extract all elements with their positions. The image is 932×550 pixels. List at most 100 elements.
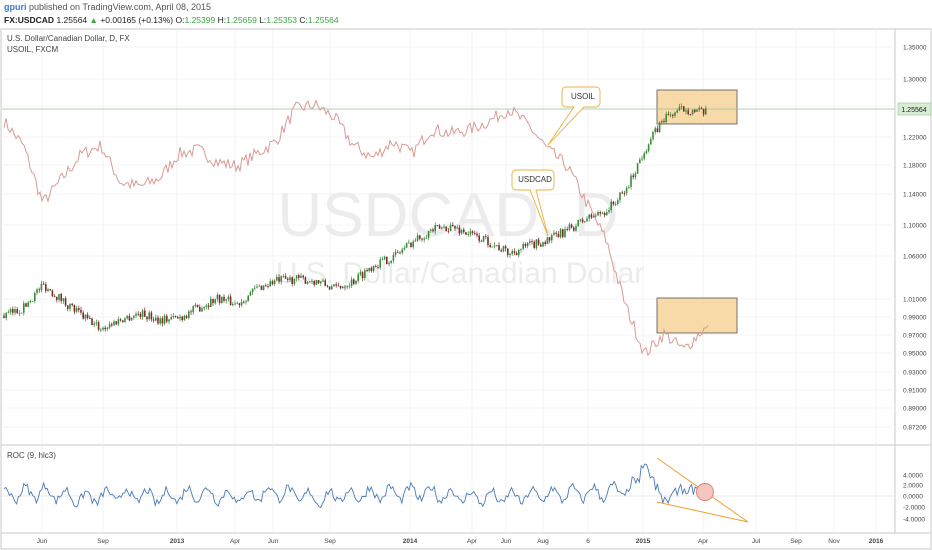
roc-tick-label: -4.0000: [903, 517, 925, 524]
usdcad-candle-body: [67, 305, 69, 309]
usdcad-candle-body: [150, 312, 153, 320]
publisher-name[interactable]: gpuri: [4, 2, 27, 12]
usdcad-candle-body: [685, 110, 687, 112]
chart-frame: [0, 28, 932, 550]
main-pane-title: U.S. Dollar/Canadian Dollar, D, FX: [7, 34, 130, 43]
usdcad-candle-body: [465, 232, 467, 235]
quote-line: FX:USDCAD 1.25564 ▲ +0.00165 (+0.13%) O:…: [4, 15, 339, 25]
usdcad-candle-body: [476, 233, 478, 236]
usdcad-candle-body: [122, 320, 124, 323]
usdcad-candle-body: [159, 318, 161, 324]
usdcad-candle-body: [540, 244, 542, 247]
usdcad-candle-body: [502, 246, 505, 252]
usdcad-candle-body: [31, 300, 34, 302]
usdcad-candle-body: [254, 287, 256, 289]
usdcad-candle-body: [78, 308, 80, 310]
price-tick-label: 1.14000: [903, 192, 927, 199]
usdcad-candle-body: [379, 259, 381, 268]
usdcad-candle-body: [172, 316, 175, 318]
usdcad-candle-body: [267, 286, 269, 287]
usdcad-candle-body: [628, 186, 630, 188]
time-tick-label: Nov: [828, 538, 840, 545]
price-tick-label: 1.10000: [903, 223, 927, 230]
price-tick-label: 0.95000: [903, 351, 927, 358]
usdcad-callout[interactable]: USDCAD: [511, 169, 555, 237]
usdcad-candle-body: [678, 106, 681, 111]
time-tick-label: Jun: [501, 538, 512, 545]
usdcad-candle-body: [493, 245, 496, 247]
usdcad-candle-body: [247, 295, 249, 302]
roc-pane-title: ROC (9, hlc3): [7, 451, 56, 460]
chart-canvas[interactable]: USDCAD, D U.S. Dollar/Canadian Dollar U.…: [0, 28, 932, 550]
roc-axis[interactable]: 4.0000 2.0000 0.0000 -2.0000 -4.0000: [903, 473, 925, 524]
usdcad-candle-body: [405, 242, 408, 248]
usdcad-candle-body: [680, 106, 683, 108]
usdcad-candle-body: [258, 285, 260, 287]
usdcad-candle-body: [542, 242, 544, 247]
usdcad-candle-body: [218, 294, 221, 303]
usdcad-candle-body: [432, 229, 434, 232]
usdcad-candle-body: [196, 304, 199, 307]
watermark-name: U.S. Dollar/Canadian Dollar: [276, 257, 645, 290]
usdcad-candle-body: [414, 240, 417, 242]
usdcad-candle-body: [355, 280, 357, 284]
gridlines: [2, 30, 895, 533]
usdcad-candle-body: [647, 144, 650, 151]
low-value: 1.25353: [266, 15, 298, 25]
usdcad-candle-body: [91, 318, 93, 326]
usdcad-candle-body: [458, 227, 461, 234]
usdcad-candle-body: [249, 292, 252, 296]
usoil-range-box[interactable]: [656, 297, 738, 334]
usdcad-candle-body: [161, 318, 164, 324]
usdcad-candle-body: [386, 256, 388, 265]
usdcad-candle-body: [25, 303, 27, 307]
time-axis[interactable]: Jun Sep 2013 Apr Jun Sep 2014 Apr Jun Aug 6 2015 Apr…: [37, 538, 884, 545]
usdcad-candle-body: [34, 293, 36, 301]
usdcad-candle-body: [49, 289, 51, 291]
usdcad-candle-body: [291, 277, 293, 284]
usdcad-candle-body: [359, 272, 362, 275]
usdcad-candle-body: [80, 309, 82, 313]
usdcad-candle-body: [16, 309, 18, 314]
usdcad-candle-body: [188, 311, 190, 318]
usdcad-candle-body: [597, 212, 599, 216]
usdcad-candle-body: [606, 212, 608, 216]
usdcad-range-box[interactable]: [656, 89, 738, 125]
usdcad-candle-body: [366, 270, 368, 271]
price-tag-value: 1.25564: [901, 107, 926, 114]
usdcad-candle-body: [397, 251, 399, 253]
usdcad-candle-body: [496, 245, 498, 246]
usdcad-candle-body: [7, 312, 10, 314]
usdcad-candle-body: [698, 107, 700, 110]
usdcad-candle-body: [696, 109, 698, 112]
usdcad-candle-body: [51, 290, 54, 297]
time-tick-label: 2015: [636, 538, 651, 545]
symbol-label[interactable]: FX:USDCAD: [4, 15, 55, 25]
usdcad-candle-body: [190, 311, 192, 313]
usdcad-candle-body: [113, 321, 115, 326]
usdcad-candle-body: [62, 298, 65, 301]
usdcad-candle-body: [47, 289, 49, 291]
usdcad-candle-body: [555, 232, 557, 234]
usdcad-candle-body: [313, 281, 315, 285]
usdcad-candle-body: [82, 312, 84, 319]
close-value: 1.25564: [307, 15, 339, 25]
usdcad-candle-body: [168, 319, 170, 322]
usdcad-candle-body: [634, 173, 637, 178]
usdcad-candle-body: [394, 251, 397, 255]
roc-highlight-circle[interactable]: [696, 483, 714, 501]
usdcad-candle-body: [166, 315, 168, 322]
usdcad-candle-body: [333, 284, 335, 287]
usdcad-candle-body: [265, 285, 267, 287]
usdcad-candle-body: [592, 216, 595, 218]
usdcad-candle-body: [117, 319, 120, 325]
usdcad-candle-body: [667, 114, 670, 116]
usdcad-candle-body: [603, 212, 606, 216]
usoil-callout[interactable]: USOIL: [547, 86, 601, 146]
usdcad-candle-body: [73, 305, 76, 312]
time-tick-label: Jun: [37, 538, 48, 545]
usdcad-candle-body: [135, 313, 137, 316]
usdcad-candle-body: [392, 254, 395, 261]
usdcad-candle-body: [430, 229, 432, 231]
roc-lower-trendline[interactable]: [656, 501, 749, 523]
